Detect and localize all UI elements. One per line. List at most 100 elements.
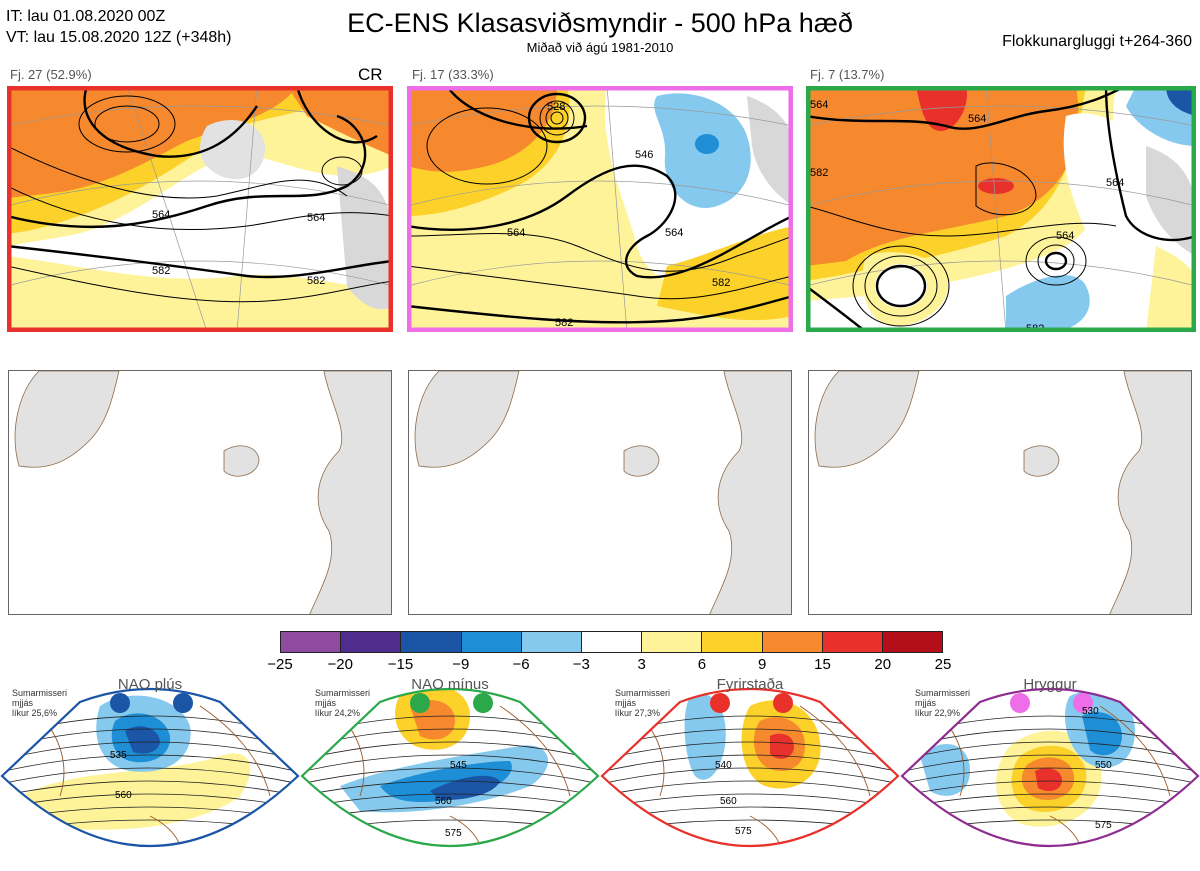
regime-contour-label: 545 (450, 760, 467, 771)
colorbar-tick: 9 (758, 656, 767, 673)
cluster-1-label: Fj. 27 (52.9%) (10, 67, 92, 82)
regime-note-line: mjjás (615, 698, 637, 708)
regime-contour-label: 575 (735, 826, 752, 837)
empty-map-2 (408, 370, 792, 615)
colorbar-cell-5 (581, 632, 643, 652)
cluster-1-contour-d: 582 (307, 275, 325, 287)
colorbar-cell-8 (762, 632, 823, 652)
cluster-2-contour-a: 528 (547, 101, 565, 113)
regime-note-line: mjjás (12, 698, 34, 708)
regime-center-dot (710, 693, 730, 713)
regime-note: Sumarmisseri mjjás líkur 22,9% (915, 688, 970, 718)
regime-center-dot (110, 693, 130, 713)
regime-contour-label: 575 (445, 828, 462, 839)
page-subtitle: Miðað við ágú 1981-2010 (526, 40, 674, 55)
regime-note: Sumarmisseri mjjás líkur 24,2% (315, 688, 370, 718)
regime-map: 530 550 575 (900, 687, 1200, 848)
cluster-2-contour-c: 564 (507, 227, 525, 239)
regime-title: Fyrirstaða (716, 676, 784, 693)
cluster-1-frame (7, 86, 393, 332)
regime-center-dot (473, 693, 493, 713)
cluster-2-contour-e: 582 (712, 277, 730, 289)
colorbar-tick: −15 (387, 656, 414, 673)
regime-contour-label: 535 (110, 750, 127, 761)
anomaly-colorbar (280, 631, 943, 653)
colorbar-tick: 25 (934, 656, 952, 673)
regime-panel: 530 550 575 Hryggur Sumarmisseri mjjás líkur 2… (900, 676, 1200, 871)
regime-contour-label: 560 (720, 796, 737, 807)
regime-panel: 545 560 575 NAO mínus Sumarmisseri mjjás líkur… (300, 676, 600, 871)
cluster-1-contour-a: 564 (152, 209, 170, 221)
colorbar-tick: −20 (327, 656, 353, 673)
regime-note-line: líkur 27,3% (615, 708, 661, 718)
regime-title: Hryggur (1023, 676, 1077, 693)
regime-contour-label: 540 (715, 760, 732, 771)
regime-map: 545 560 575 (300, 687, 600, 848)
colorbar-cell-10 (882, 632, 943, 652)
regime-map: 535 560 (0, 687, 300, 848)
cluster-2-contour-b: 546 (635, 149, 653, 161)
regime-center-dot (1010, 693, 1030, 713)
regime-note-line: mjjás (915, 698, 937, 708)
colorbar-tick: −6 (512, 656, 530, 673)
cluster-3-contour-e: 564 (1106, 177, 1124, 189)
colorbar-cell-6 (642, 632, 703, 652)
regime-center-dot (173, 693, 193, 713)
cluster-3-contour-c: 582 (810, 167, 828, 179)
regime-map: 540 560 575 (600, 687, 900, 848)
empty-map-3 (808, 370, 1192, 615)
colorbar-tick: 15 (814, 656, 831, 673)
initial-time: IT: lau 01.08.2020 00Z (6, 8, 166, 25)
colorbar-cell-3 (461, 632, 522, 652)
cluster-2-map: 528 546 564 564 582 582 (407, 86, 793, 332)
colorbar-cell-4 (521, 632, 582, 652)
colorbar-cell-1 (341, 632, 402, 652)
valid-time: VT: lau 15.08.2020 12Z (+348h) (6, 29, 232, 46)
regime-note-line: Sumarmisseri (615, 688, 671, 698)
cluster-1-contour-c: 582 (152, 265, 170, 277)
regime-note-line: Sumarmisseri (315, 688, 371, 698)
cluster-3-frame (806, 86, 1196, 332)
colorbar-tick: 3 (637, 656, 646, 673)
cluster-3-contour-a: 564 (810, 99, 828, 111)
colorbar-cell-9 (822, 632, 883, 652)
classification-window: Flokkunargluggi t+264-360 (1002, 33, 1192, 50)
empty-map-1 (8, 370, 392, 615)
cluster-3-contour-b: 564 (968, 113, 986, 125)
regime-contour-label: 560 (435, 796, 452, 807)
regime-note-line: Sumarmisseri (915, 688, 971, 698)
cluster-1-tag: CR (358, 65, 383, 84)
cluster-2-label: Fj. 17 (33.3%) (412, 67, 494, 82)
regime-panel: 540 560 575 Fyrirstaða Sumarmisseri mjjás líku… (600, 676, 900, 871)
regime-note-line: líkur 25,6% (12, 708, 58, 718)
regime-center-dot (1073, 693, 1093, 713)
cluster-1-map: 564 564 582 582 (7, 86, 393, 332)
cluster-1-contour-b: 564 (307, 212, 325, 224)
page-title: EC-ENS Klasasviðsmyndir - 500 hPa hæð (347, 8, 853, 38)
colorbar-tick: 6 (697, 656, 707, 673)
cluster-2-frame (407, 86, 793, 332)
cluster-2-contour-d: 564 (665, 227, 683, 239)
colorbar-tick: 20 (874, 656, 892, 673)
regime-panel: 535 560 NAO plús Sumarmisseri mjjás líkur 25,… (0, 676, 300, 871)
regime-contour-label: 575 (1095, 820, 1112, 831)
regime-title: NAO plús (117, 676, 183, 693)
regime-center-dot (410, 693, 430, 713)
colorbar-tick: −25 (267, 656, 293, 673)
colorbar-cell-7 (702, 632, 763, 652)
header-info: IT: lau 01.08.2020 00Z VT: lau 15.08.202… (6, 6, 232, 48)
regime-note-line: Sumarmisseri (12, 688, 68, 698)
cluster-3-contour-d: 564 (1056, 230, 1074, 242)
colorbar-tick: −3 (572, 656, 590, 673)
regime-note-line: mjjás (315, 698, 337, 708)
regime-center-dot (773, 693, 793, 713)
regime-contour-label: 550 (1095, 760, 1112, 771)
colorbar-cell-0 (281, 632, 342, 652)
colorbar-cell-2 (401, 632, 462, 652)
cluster-3-label: Fj. 7 (13.7%) (810, 67, 885, 82)
cluster-3-map: 564 564 582 564 564 582 (806, 86, 1196, 332)
cluster-2-contour-f: 582 (555, 317, 573, 329)
regime-title: NAO mínus (411, 676, 489, 693)
regime-note: Sumarmisseri mjjás líkur 27,3% (615, 688, 670, 718)
colorbar-tick: −9 (452, 656, 470, 673)
